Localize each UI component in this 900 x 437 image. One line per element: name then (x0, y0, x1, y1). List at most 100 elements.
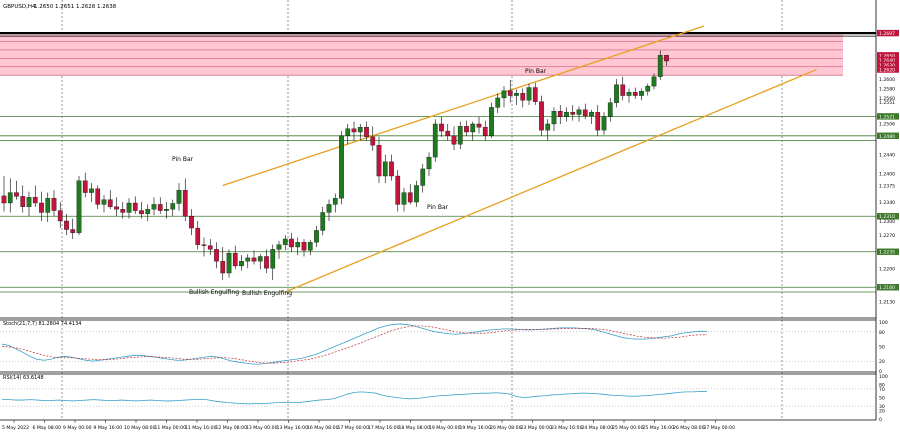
candle (570, 105, 576, 121)
candle (526, 83, 532, 106)
resistance-zone (0, 33, 843, 76)
candle-body (132, 202, 138, 211)
time-axis-label: 19 May 16:00 (460, 425, 492, 431)
channel-line-1 (284, 68, 817, 293)
candle-body (295, 242, 301, 248)
candle-body (57, 210, 63, 222)
candle-body (489, 107, 494, 136)
rsi-axis-label: 80 (879, 383, 885, 389)
candle-body (357, 127, 363, 133)
time-axis-label: 13 May 00:00 (246, 425, 278, 431)
candle-body (214, 249, 219, 262)
candle (632, 87, 638, 99)
candle (189, 209, 194, 236)
candle-body (464, 126, 469, 133)
stoch-axis-label: 20 (879, 359, 885, 365)
price-axis-label: 1.2270 (879, 233, 895, 239)
price-axis-label: 1.2480 (879, 134, 895, 140)
candle-body (657, 55, 663, 77)
ohlc-header: 1.2650 1.2651 1.2628 1.2638 (34, 4, 117, 10)
candle-body (520, 93, 526, 101)
candle-body (307, 242, 313, 251)
candle-body (95, 188, 101, 205)
rsi-axis-label: 50 (879, 396, 885, 402)
candle-body (589, 111, 594, 117)
candle-body (101, 199, 107, 205)
time-axis-label: 12 May 08:00 (216, 425, 248, 431)
candle (232, 245, 238, 270)
candle-body (164, 209, 169, 211)
candle (439, 116, 444, 137)
candle (14, 180, 19, 200)
candle-body (282, 238, 288, 245)
rsi-axis-label: 70 (879, 387, 885, 393)
price-axis-label: 1.2600 (879, 77, 895, 83)
candle-body (445, 130, 451, 136)
candle (176, 183, 182, 211)
candle (601, 112, 607, 135)
candle (345, 123, 351, 145)
candle-body (26, 197, 32, 207)
time-axis-label: 26 May 08:00 (673, 425, 705, 431)
candle (101, 194, 107, 213)
candle (501, 86, 507, 108)
candle-body (582, 109, 588, 117)
candle (26, 191, 32, 217)
candle (70, 218, 76, 239)
candle (139, 202, 144, 219)
time-axis-label: 20 May 08:00 (490, 425, 522, 431)
time-axis-label: 17 May 00:00 (338, 425, 370, 431)
indicator-layer (0, 323, 876, 407)
candle (370, 126, 376, 151)
candle (107, 190, 113, 210)
stoch-axis-label: 100 (879, 320, 888, 326)
price-axis-label: 1.2235 (879, 250, 895, 256)
candle (507, 79, 513, 103)
candle (220, 247, 226, 281)
candle-body (257, 256, 263, 262)
candle-body (76, 180, 82, 233)
candle (170, 199, 176, 217)
candle-body (70, 229, 76, 233)
candle-body (232, 253, 238, 267)
candle-body (301, 242, 307, 251)
candle-body (182, 190, 188, 217)
candle (51, 190, 57, 217)
candle (576, 106, 582, 122)
candle-body (601, 116, 607, 131)
candle-body (651, 76, 657, 87)
candle (614, 79, 619, 108)
time-axis-label: 25 May 16:00 (643, 425, 675, 431)
price-tag-bg (877, 284, 899, 291)
candle (295, 237, 301, 256)
time-axis-label: 23 May 00:00 (521, 425, 553, 431)
candle-body (526, 87, 532, 101)
candle (495, 93, 501, 114)
candle (651, 73, 657, 90)
price-axis-label: 1.2310 (879, 214, 895, 220)
candle (32, 185, 38, 207)
price-axis-label: 1.2375 (879, 183, 895, 189)
candle (226, 249, 232, 278)
price-axis-label: 1.2640 (879, 58, 895, 64)
time-axis-label: 9 May 16:00 (94, 425, 123, 431)
candle (270, 244, 276, 281)
candle (195, 220, 201, 250)
candle-body (39, 202, 44, 213)
candle-body (107, 199, 113, 207)
annotation-pin-bar-2: Pin Bar (427, 204, 449, 211)
support-levels-layer (0, 115, 876, 293)
candle (657, 50, 663, 80)
candle (89, 183, 94, 203)
candle (520, 88, 526, 108)
candle-body (139, 210, 144, 215)
candle-body (576, 109, 582, 115)
time-axis-label: 18 May 08:00 (399, 425, 431, 431)
candle (589, 109, 594, 124)
time-axis-label: 13 May 16:00 (277, 425, 309, 431)
candle-body (207, 245, 213, 250)
price-axis-label: 1.2650 (879, 53, 895, 59)
candle (145, 204, 151, 221)
